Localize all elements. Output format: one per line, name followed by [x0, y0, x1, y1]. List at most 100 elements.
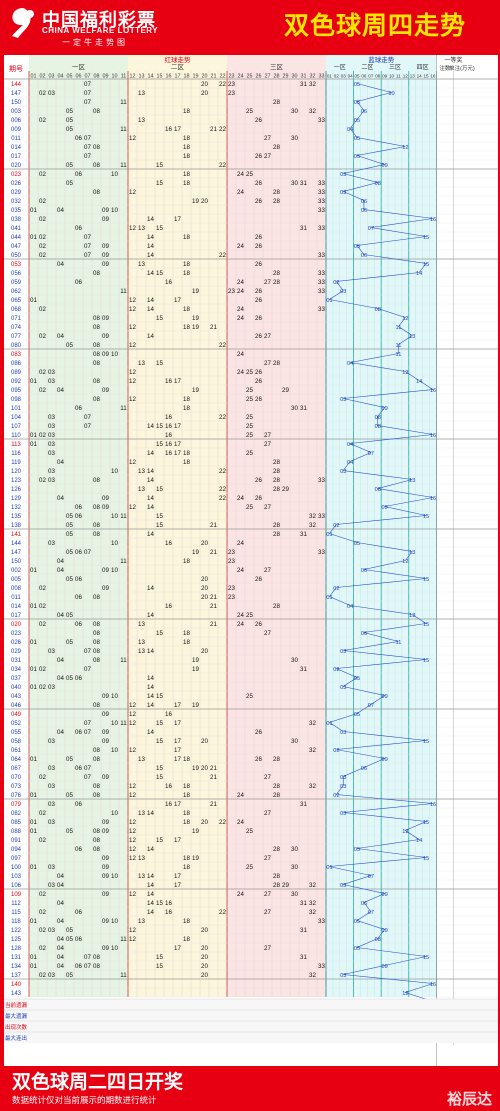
period-cell: 032 — [11, 199, 22, 205]
red-ball: 06 — [75, 504, 82, 511]
blue-ball: 12 — [402, 559, 408, 565]
red-ball: 03 — [48, 819, 55, 826]
blue-zone2-header: 二区 — [361, 64, 373, 71]
blue-ball: 13 — [409, 478, 415, 484]
red-ball: 08 — [93, 594, 100, 601]
period-cell: 092 — [11, 379, 22, 385]
blue-ball: 01 — [326, 595, 332, 601]
red-number-header: 32 — [310, 74, 316, 80]
red-ball: 26 — [255, 315, 262, 322]
red-ball: 12 — [129, 711, 136, 718]
red-ball: 16 — [165, 450, 172, 457]
red-ball: 18 — [183, 324, 190, 331]
red-ball: 02 — [39, 243, 46, 250]
blue-ball: 13 — [409, 550, 415, 556]
red-ball: 06 — [75, 621, 82, 628]
blue-ball: 16 — [430, 496, 436, 502]
red-ball: 09 — [102, 252, 109, 259]
red-ball: 31 — [300, 180, 307, 187]
red-ball: 14 — [147, 531, 154, 538]
period-cell: 080 — [11, 343, 22, 349]
blue-ball: 09 — [382, 505, 388, 511]
red-number-header: 25 — [247, 74, 253, 80]
red-ball: 14 — [147, 882, 154, 889]
red-ball: 01 — [30, 819, 37, 826]
red-number-header: 22 — [220, 74, 226, 80]
red-ball: 04 — [57, 945, 64, 952]
red-ball: 09 — [102, 819, 109, 826]
period-cell: 073 — [11, 784, 22, 790]
red-ball: 06 — [75, 135, 82, 142]
red-ball: 27 — [264, 432, 271, 439]
red-number-header: 05 — [67, 74, 73, 80]
red-number-header: 33 — [319, 74, 325, 80]
blue-ball: 12 — [402, 991, 408, 997]
blue-number-header: 07 — [368, 74, 374, 79]
red-number-header: 11 — [121, 74, 127, 80]
red-ball: 02 — [39, 252, 46, 259]
red-ball: 26 — [255, 396, 262, 403]
red-zone3-bg — [227, 55, 326, 997]
period-cell: 091 — [11, 838, 22, 844]
red-ball: 07 — [84, 765, 91, 772]
red-ball: 05 — [66, 828, 73, 835]
blue-ball: 05 — [354, 541, 360, 547]
red-ball: 10 — [111, 567, 118, 574]
red-ball: 26 — [255, 243, 262, 250]
red-ball: 13 — [138, 468, 145, 475]
period-cell: 017 — [11, 154, 22, 160]
red-ball: 02 — [39, 387, 46, 394]
red-ball: 26 — [255, 333, 262, 340]
red-ball: 01 — [30, 378, 37, 385]
red-ball: 20 — [201, 540, 208, 547]
period-cell: 147 — [11, 91, 22, 97]
red-ball: 28 — [273, 468, 280, 475]
period-cell: 120 — [11, 469, 22, 475]
red-ball: 24 — [237, 189, 244, 196]
red-number-header: 20 — [202, 74, 208, 80]
red-ball: 29 — [282, 882, 289, 889]
red-ball: 04 — [57, 387, 64, 394]
red-ball: 04 — [57, 729, 64, 736]
blue-ball: 08 — [375, 424, 381, 430]
red-ball: 19 — [192, 855, 199, 862]
red-ball: 30 — [291, 180, 298, 187]
red-ball: 03 — [48, 369, 55, 376]
red-ball: 09 — [102, 261, 109, 268]
red-ball: 02 — [39, 837, 46, 844]
red-ball: 08 — [93, 783, 100, 790]
blue-number-header: 06 — [361, 74, 367, 79]
period-cell: 132 — [11, 505, 22, 511]
red-ball: 02 — [39, 972, 46, 979]
red-ball: 08 — [93, 324, 100, 331]
red-ball: 02 — [39, 585, 46, 592]
red-ball: 22 — [219, 909, 226, 916]
red-ball: 08 — [93, 144, 100, 151]
red-ball: 01 — [30, 441, 37, 448]
blue-ball: 03 — [340, 775, 346, 781]
red-ball: 17 — [174, 756, 181, 763]
red-ball: 14 — [147, 612, 154, 619]
red-ball: 15 — [156, 765, 163, 772]
blue-ball: 02 — [333, 748, 339, 754]
red-ball: 25 — [246, 504, 253, 511]
red-number-header: 06 — [76, 74, 82, 80]
red-ball: 28 — [273, 846, 280, 853]
red-ball: 08 — [93, 657, 100, 664]
red-ball: 02 — [39, 306, 46, 313]
red-ball: 16 — [165, 603, 172, 610]
red-ball: 08 — [93, 648, 100, 655]
red-number-header: 29 — [283, 74, 289, 80]
red-ball: 09 — [102, 729, 109, 736]
red-zone1-header: 一区 — [72, 63, 86, 71]
red-ball: 28 — [273, 603, 280, 610]
period-cell: 147 — [11, 550, 22, 556]
red-ball: 09 — [102, 855, 109, 862]
red-ball: 14 — [147, 648, 154, 655]
red-ball: 06 — [75, 909, 82, 916]
red-ball: 10 — [111, 351, 118, 358]
red-ball: 17 — [174, 747, 181, 754]
blue-ball: 02 — [333, 586, 339, 592]
red-ball: 08 — [93, 315, 100, 322]
red-ball: 17 — [174, 738, 181, 745]
